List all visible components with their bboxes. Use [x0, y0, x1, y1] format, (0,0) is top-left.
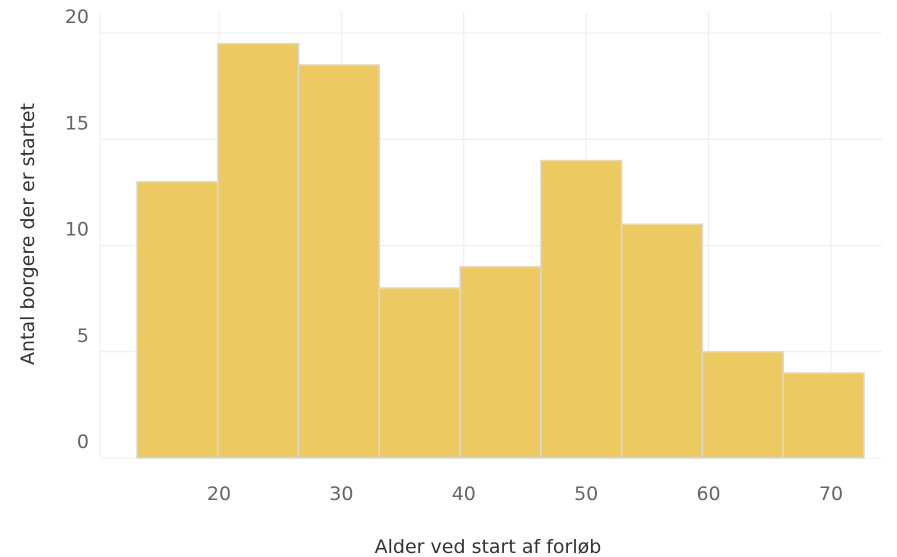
histogram-bar-2 [217, 42, 300, 459]
y-axis-title: Antal borgere der er startet [17, 103, 39, 365]
y-tick-label: 10 [65, 219, 89, 241]
histogram-bar-7 [620, 223, 704, 459]
histogram-bar-6 [540, 159, 623, 459]
x-tick-labels: 20 30 40 50 60 70 [207, 483, 843, 505]
histogram-bar-1 [136, 181, 219, 459]
y-tick-label: 15 [65, 112, 89, 134]
y-tick-label: 5 [77, 325, 89, 347]
histogram-bar-3 [297, 64, 381, 459]
x-tick-label: 20 [207, 483, 231, 505]
histogram-bar-5 [459, 266, 542, 459]
x-axis-title: Alder ved start af forløb [375, 536, 602, 557]
x-tick-label: 40 [452, 483, 476, 505]
y-tick-label: 0 [77, 431, 89, 453]
x-tick-label: 50 [574, 483, 598, 505]
bars [136, 42, 865, 459]
x-tick-label: 70 [819, 483, 843, 505]
histogram-bar-8 [701, 351, 784, 459]
histogram-bar-4 [378, 287, 461, 459]
x-tick-label: 30 [329, 483, 353, 505]
histogram-bar-9 [782, 372, 865, 459]
y-tick-label: 20 [65, 6, 89, 28]
x-tick-label: 60 [696, 483, 720, 505]
y-tick-labels: 0 5 10 15 20 [65, 6, 89, 453]
